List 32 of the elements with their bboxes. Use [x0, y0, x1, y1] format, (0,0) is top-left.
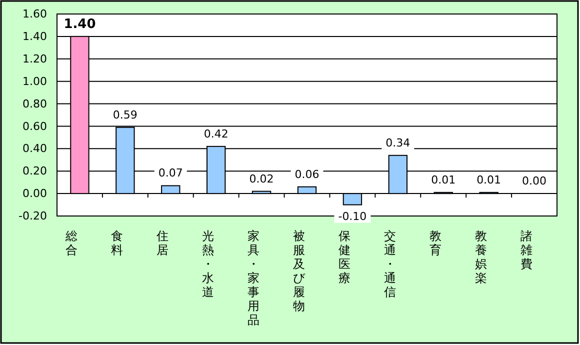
x-tick-label: 保健医療 [338, 229, 350, 285]
x-tick-label: 総合 [64, 229, 78, 257]
data-label: 0.07 [158, 166, 183, 180]
y-tick-label: 0.20 [22, 164, 47, 178]
data-label: -0.10 [338, 210, 367, 223]
data-label: 0.42 [204, 127, 228, 140]
data-label: 0.01 [431, 173, 456, 186]
x-tick-label: 被服及び履物 [293, 229, 306, 313]
data-label: 0.02 [249, 172, 274, 186]
data-label: 0.34 [386, 136, 410, 150]
x-tick-label: 食料 [111, 229, 124, 257]
x-tick-label: 交通・通信 [384, 229, 396, 299]
x-tick-label: 光熱・水道 [202, 229, 214, 299]
x-tick-label: 教育 [429, 229, 442, 257]
y-tick-label: -0.20 [18, 210, 47, 223]
x-tick-label: 住居 [156, 229, 169, 257]
x-tick-label: 諸雑費 [520, 229, 532, 271]
data-label: 0.59 [112, 108, 138, 122]
y-tick-label: 1.40 [22, 30, 47, 43]
x-tick-label: 家具・家事用品 [248, 229, 260, 327]
y-tick-label: 0.40 [22, 142, 47, 156]
data-label: 0.06 [294, 168, 320, 181]
y-tick-label: 1.20 [22, 52, 47, 66]
y-tick-label: 1.60 [22, 8, 47, 21]
y-tick-label: 0.80 [22, 97, 47, 110]
data-label: 1.40 [64, 16, 96, 32]
y-tick-label: 0.60 [22, 120, 47, 133]
y-tick-label: 1.00 [22, 74, 47, 88]
data-label: 0.00 [522, 174, 547, 188]
data-label: 0.01 [476, 173, 502, 186]
y-tick-label: 0.00 [22, 187, 47, 200]
x-tick-label: 教養娯楽 [474, 229, 487, 285]
